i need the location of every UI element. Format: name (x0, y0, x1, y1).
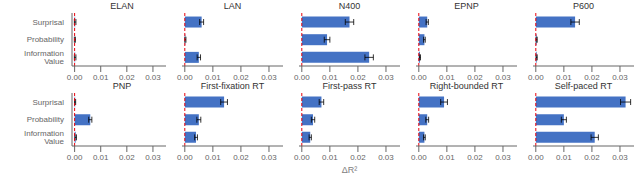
svg-text:0.00: 0.00 (294, 73, 310, 80)
svg-text:0.02: 0.02 (233, 153, 249, 162)
html-text:Self-paced RT: Self-paced RT (554, 81, 613, 91)
html-text:Right-bounded RT: Right-bounded RT (429, 81, 504, 91)
svg-text:ΔR²: ΔR² (342, 165, 358, 173)
svg-text:0.02: 0.02 (119, 73, 135, 80)
svg-text:0.03: 0.03 (495, 73, 511, 80)
svg-text:0.01: 0.01 (556, 73, 572, 80)
svg-text:Surprisal: Surprisal (32, 18, 64, 27)
svg-text:0.02: 0.02 (467, 153, 483, 162)
svg-text:0.01: 0.01 (439, 73, 455, 80)
svg-text:0.03: 0.03 (145, 153, 161, 162)
svg-text:0.00: 0.00 (411, 153, 427, 162)
svg-text:0.01: 0.01 (439, 153, 455, 162)
svg-text:0.03: 0.03 (495, 153, 511, 162)
svg-text:0.03: 0.03 (378, 73, 394, 80)
svg-text:0.01: 0.01 (556, 153, 572, 162)
svg-text:0.03: 0.03 (261, 73, 277, 80)
svg-text:0.02: 0.02 (584, 153, 600, 162)
html-text:LAN: LAN (223, 1, 242, 11)
svg-text:Probability: Probability (27, 115, 64, 124)
svg-text:0.02: 0.02 (467, 73, 483, 80)
svg-text:0.01: 0.01 (322, 73, 338, 80)
svg-text:Surprisal: Surprisal (32, 98, 64, 107)
html-text:EPNP: EPNP (454, 1, 479, 11)
svg-text:0.00: 0.00 (528, 73, 544, 80)
svg-text:InformationValue: InformationValue (24, 129, 65, 146)
svg-text:0.02: 0.02 (584, 73, 600, 80)
svg-text:Probability: Probability (27, 35, 64, 44)
svg-text:0.01: 0.01 (205, 73, 221, 80)
svg-text:0.02: 0.02 (119, 153, 135, 162)
svg-text:0.03: 0.03 (378, 153, 394, 162)
svg-text:0.00: 0.00 (177, 153, 193, 162)
svg-text:0.03: 0.03 (612, 73, 628, 80)
svg-text:0.00: 0.00 (411, 73, 427, 80)
svg-text:0.03: 0.03 (145, 73, 161, 80)
svg-text:0.00: 0.00 (67, 73, 83, 80)
svg-text:0.02: 0.02 (350, 73, 366, 80)
html-text:N400: N400 (338, 1, 361, 11)
svg-text:InformationValue: InformationValue (24, 49, 65, 66)
svg-text:0.03: 0.03 (612, 153, 628, 162)
html-text:P600: P600 (573, 1, 594, 11)
svg-text:0.03: 0.03 (261, 153, 277, 162)
svg-text:0.00: 0.00 (67, 153, 83, 162)
svg-text:0.01: 0.01 (93, 153, 109, 162)
svg-text:0.01: 0.01 (322, 153, 338, 162)
svg-text:0.00: 0.00 (177, 73, 193, 80)
html-text:PNP: PNP (112, 81, 132, 91)
html-text:First-fixation RT: First-fixation RT (200, 81, 265, 91)
svg-text:0.01: 0.01 (205, 153, 221, 162)
svg-text:0.02: 0.02 (350, 153, 366, 162)
svg-text:0.00: 0.00 (294, 153, 310, 162)
svg-text:0.00: 0.00 (528, 153, 544, 162)
html-text:First-pass RT: First-pass RT (322, 81, 377, 91)
html-text:ELAN: ELAN (110, 1, 134, 11)
svg-text:0.01: 0.01 (93, 73, 109, 80)
svg-text:0.02: 0.02 (233, 73, 249, 80)
